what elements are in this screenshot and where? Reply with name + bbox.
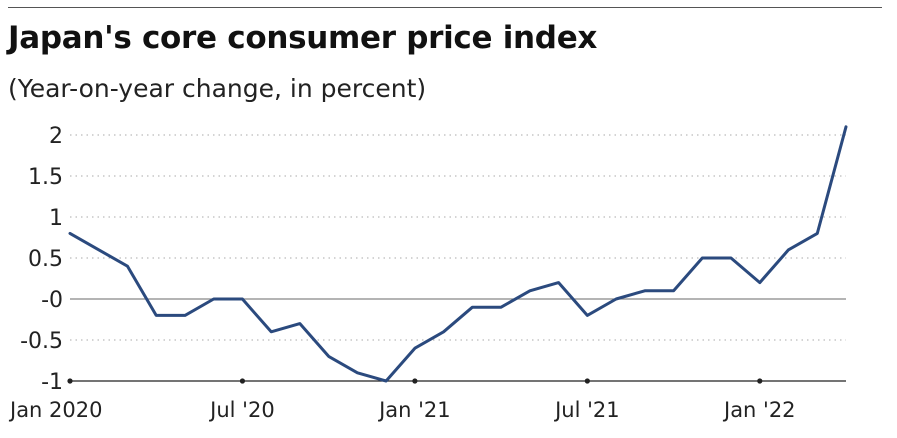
data-point xyxy=(786,247,792,253)
data-point xyxy=(642,288,648,294)
x-tick-mark xyxy=(239,378,246,384)
data-point xyxy=(412,345,418,351)
x-tick-label: Jul '21 xyxy=(553,398,620,422)
data-point xyxy=(153,312,159,318)
data-point xyxy=(584,312,590,318)
top-rule xyxy=(8,7,882,8)
data-point xyxy=(556,280,562,286)
x-tick-mark xyxy=(67,378,73,384)
data-point xyxy=(498,304,504,310)
data-point xyxy=(211,296,217,302)
chart-subtitle: (Year-on-year change, in percent) xyxy=(8,74,427,103)
x-tick-mark xyxy=(757,378,763,384)
data-point xyxy=(757,280,763,286)
data-point xyxy=(268,329,274,335)
data-point xyxy=(239,296,245,302)
series xyxy=(67,124,849,384)
data-point xyxy=(383,378,389,384)
series-line-core-cpi xyxy=(68,125,848,383)
data-point xyxy=(699,255,705,261)
data-point xyxy=(671,288,677,294)
data-point xyxy=(182,312,188,318)
data-point xyxy=(814,230,820,236)
y-tick-label: 1 xyxy=(49,206,63,231)
y-tick-label: -1 xyxy=(41,370,63,395)
data-point xyxy=(297,321,303,327)
x-tick-mark xyxy=(584,378,590,384)
x-axis-ticks: Jan 2020 Jul '20 Jan '21 Jul '21 Jan '22 xyxy=(8,378,796,422)
data-point xyxy=(96,247,102,253)
y-axis-ticks: 2 1.5 1 0.5 -0 -0.5 -1 xyxy=(20,124,63,395)
gridlines xyxy=(70,134,846,341)
data-point xyxy=(124,263,130,269)
y-tick-label: -0.5 xyxy=(20,329,63,354)
x-tick-label: Jul '20 xyxy=(208,398,275,422)
data-point xyxy=(67,230,73,236)
chart-title: Japan's core consumer price index xyxy=(8,20,598,56)
y-tick-label: 1.5 xyxy=(28,165,63,190)
data-point xyxy=(354,370,360,376)
data-point xyxy=(469,304,475,310)
x-tick-label: Jan 2020 xyxy=(8,398,103,422)
y-tick-label: -0 xyxy=(41,288,63,313)
x-tick-label: Jan '21 xyxy=(377,398,451,422)
data-point xyxy=(728,255,734,261)
x-tick-label: Jan '22 xyxy=(722,398,796,422)
y-tick-label: 2 xyxy=(49,124,63,149)
data-point xyxy=(441,329,447,335)
y-tick-label: 0.5 xyxy=(28,247,63,272)
data-point xyxy=(326,353,332,359)
data-point xyxy=(843,124,849,130)
data-point xyxy=(527,288,533,294)
data-point xyxy=(613,296,619,302)
x-tick-mark xyxy=(412,378,418,384)
